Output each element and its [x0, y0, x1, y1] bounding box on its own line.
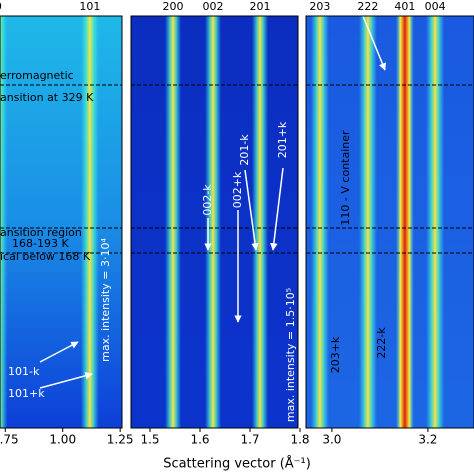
annotation: max. intensity = 3·10⁴ — [99, 238, 112, 362]
panel: 110 - V container 203+k 222-k — [306, 16, 474, 428]
annotation: ical below 168 K — [0, 250, 91, 263]
peak-label: 101 — [79, 0, 100, 13]
annotation: 201+k — [276, 121, 289, 158]
panel: erromagnetic ansition at 329 K ansition re… — [0, 16, 122, 428]
peak-label: 004 — [425, 0, 446, 13]
arrow — [39, 372, 93, 389]
panel-frame — [305, 15, 474, 429]
annotation: 201-k — [238, 134, 251, 166]
peak-label: 200 — [163, 0, 184, 13]
peak-stripe — [426, 16, 445, 428]
x-tick-label: 1.8 — [290, 433, 309, 447]
peak-label: 401 — [394, 0, 415, 13]
panel-frame — [130, 15, 299, 429]
annotation: 168-193 K — [12, 237, 69, 250]
peak-stripe — [205, 16, 221, 428]
peak-stripe — [395, 16, 414, 428]
x-axis-label: Scattering vector (Å⁻¹) — [163, 456, 311, 472]
annotation: 002-k — [201, 184, 214, 216]
arrow — [244, 169, 259, 251]
peak-stripe — [252, 16, 268, 428]
x-tick-label: 1.25 — [107, 433, 134, 447]
annotation: ansition at 329 K — [0, 91, 94, 104]
x-tick-label: 3.2 — [418, 433, 437, 447]
peak-stripe — [0, 16, 8, 428]
arrow — [270, 167, 284, 251]
peak-stripe — [165, 16, 181, 428]
peak-stripe — [358, 16, 377, 428]
x-tick-label: 0.75 — [0, 433, 19, 447]
x-tick-label: 1.5 — [140, 433, 159, 447]
peak-label: 0 — [0, 0, 2, 13]
annotation: max. intensity = 1.5·10⁵ — [284, 288, 297, 422]
panel: 002-k 002+k 201-k 201+k max. intensity = 1.5… — [131, 16, 298, 428]
annotation: 222-k — [375, 327, 388, 359]
annotation: 101-k — [8, 365, 40, 378]
x-tick-label: 1.00 — [49, 433, 76, 447]
annotation: ansition region — [0, 226, 82, 239]
peak-label: 203 — [309, 0, 330, 13]
peak-label: 201 — [250, 0, 271, 13]
peak-label: 002 — [203, 0, 224, 13]
arrow — [39, 341, 79, 363]
annotation: 110 - V container — [339, 130, 352, 226]
annotation: 101+k — [8, 387, 45, 400]
x-tick-label: 1.7 — [240, 433, 259, 447]
arrow — [362, 16, 386, 71]
panel-frame — [0, 15, 123, 429]
peak-label: 222 — [357, 0, 378, 13]
x-tick-label: 1.6 — [190, 433, 209, 447]
annotation: erromagnetic — [0, 69, 74, 82]
annotation: 002+k — [231, 171, 244, 208]
annotation: 203+k — [329, 336, 342, 373]
peak-stripe — [310, 16, 329, 428]
x-tick-label: 3.0 — [322, 433, 341, 447]
peak-stripe — [80, 16, 99, 428]
